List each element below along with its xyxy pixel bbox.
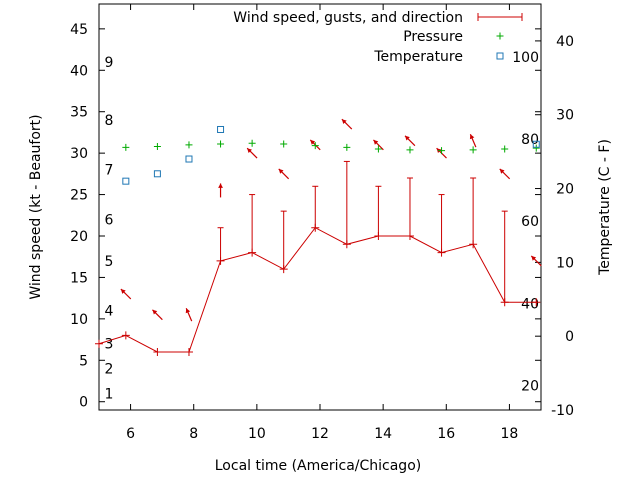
x-axis-ticks: 6 8 10 12 14 16 18	[126, 4, 518, 442]
y-tick-label: 20	[70, 229, 88, 245]
wind-direction-arrowhead	[469, 134, 475, 140]
pressure-point	[501, 145, 509, 153]
y-tick-label: 30	[70, 146, 88, 162]
wind-speed-point	[184, 348, 193, 356]
legend-temperature-key	[496, 52, 504, 60]
beaufort-label: 2	[105, 362, 114, 378]
pressure-point	[469, 146, 477, 154]
x-tick-label: 6	[126, 426, 135, 442]
wind-series	[95, 160, 541, 356]
y2-tick-label: 30	[556, 108, 574, 124]
beaufort-label: 8	[105, 113, 114, 129]
beaufort-label: 5	[105, 254, 114, 270]
legend: Wind speed, gusts, and direction Pressur…	[233, 10, 523, 65]
beaufort-label: 7	[105, 163, 114, 179]
x-tick-label: 12	[311, 426, 329, 442]
pressure-point	[343, 143, 351, 151]
legend-temperature-label: Temperature	[373, 49, 463, 65]
pressure-series	[122, 139, 540, 155]
beaufort-labels: 1 2 3 4 5 6 7 8 9	[105, 55, 114, 402]
legend-pressure-label: Pressure	[403, 29, 463, 45]
y2-tick-label: 10	[556, 255, 574, 271]
pressure-point	[311, 142, 319, 150]
wind-direction-arrowhead	[247, 148, 252, 153]
x-tick-label: 8	[189, 426, 198, 442]
x-tick-label: 14	[374, 426, 392, 442]
beaufort-label: 1	[105, 386, 114, 402]
fahrenheit-label: 60	[521, 214, 539, 230]
legend-wind-label: Wind speed, gusts, and direction	[233, 10, 463, 26]
wind-direction-arrowhead	[152, 309, 158, 315]
wind-direction-arrowhead	[341, 119, 347, 124]
legend-keys	[477, 13, 523, 60]
temperature-point	[217, 125, 225, 133]
y-tick-label: 45	[70, 22, 88, 38]
y2-axis-ticks: -10 0 10 20 30 40	[535, 34, 574, 419]
fahrenheit-labels: 20 40 60 80 100	[512, 50, 539, 394]
wind-direction-arrowhead	[218, 183, 223, 188]
wind-direction-arrowhead	[499, 168, 505, 174]
y-tick-label: 10	[70, 312, 88, 328]
fahrenheit-label: 80	[521, 132, 539, 148]
wind-direction-arrowhead	[531, 255, 537, 261]
y-tick-label: 40	[70, 63, 88, 79]
wind-direction-arrowhead	[373, 139, 379, 145]
pressure-point	[406, 146, 414, 154]
y-tick-label: 5	[79, 353, 88, 369]
wind-direction-arrowhead	[185, 308, 191, 314]
pressure-point	[532, 144, 540, 152]
temperature-point	[153, 170, 161, 178]
wind-speed-point	[153, 348, 162, 356]
wind-direction-arrowhead	[405, 135, 410, 141]
pressure-point	[122, 143, 130, 151]
fahrenheit-label: 20	[521, 379, 539, 395]
y2-tick-label: 0	[565, 329, 574, 345]
beaufort-label: 3	[105, 337, 114, 353]
y-tick-label: 35	[70, 105, 88, 121]
x-tick-label: 10	[248, 426, 266, 442]
x-tick-label: 16	[437, 426, 455, 442]
pressure-point	[248, 139, 256, 147]
beaufort-label: 9	[105, 55, 114, 71]
wind-direction-arrowhead	[310, 139, 316, 145]
beaufort-label: 6	[105, 212, 114, 228]
y2-tick-label: -10	[551, 403, 574, 419]
y2-tick-label: 40	[556, 34, 574, 50]
fahrenheit-label: 40	[521, 297, 539, 313]
legend-pressure-key	[496, 32, 504, 40]
pressure-point	[153, 143, 161, 151]
y-tick-label: 25	[70, 188, 88, 204]
temperature-point	[122, 177, 130, 185]
y2-tick-label: 20	[556, 182, 574, 198]
pressure-point	[185, 141, 193, 149]
wind-speed-point	[95, 339, 103, 348]
pressure-point	[280, 140, 288, 148]
temperature-point	[185, 155, 193, 163]
pressure-point	[438, 147, 446, 155]
pressure-point	[374, 145, 382, 153]
y2-axis-label: Temperature (C - F)	[597, 139, 613, 276]
wind-speed-point	[532, 298, 541, 307]
y-axis-label: Wind speed (kt - Beaufort)	[28, 114, 44, 299]
wind-direction-arrowhead	[120, 289, 126, 294]
temperature-point	[532, 140, 540, 148]
x-axis-label: Local time (America/Chicago)	[215, 458, 421, 474]
temperature-series	[122, 125, 540, 185]
fahrenheit-label: 100	[512, 50, 539, 66]
wind-direction-arrowhead	[278, 168, 284, 174]
beaufort-label: 4	[105, 304, 114, 320]
x-tick-label: 18	[501, 426, 519, 442]
y-tick-label: 0	[79, 395, 88, 411]
y-tick-label: 15	[70, 270, 88, 286]
pressure-point	[217, 140, 225, 148]
wind-speed-point	[121, 331, 130, 340]
